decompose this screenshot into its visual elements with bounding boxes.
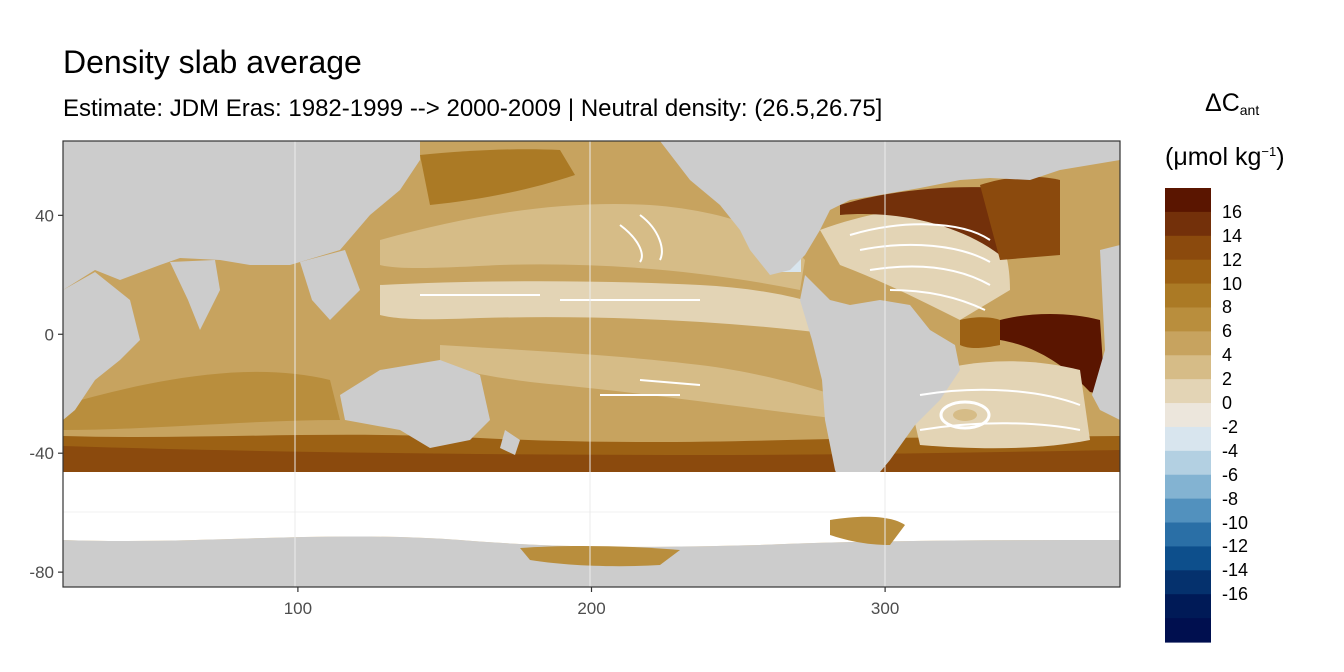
north-atlantic-high [980,176,1060,260]
legend-label: -2 [1222,416,1239,437]
legend-swatch [1165,283,1211,309]
legend-swatch [1165,450,1211,476]
legend-swatch [1165,546,1211,571]
legend-unit-suffix: ) [1276,143,1285,171]
chart-title: Density slab average [63,44,362,80]
legend-swatch [1165,618,1211,643]
legend-title: ΔCant [1205,88,1259,125]
legend-unit: (μmol kg−1) [1165,137,1285,172]
legend-swatch [1165,474,1211,500]
legend-swatch [1165,379,1211,404]
legend-unit-exp: −1 [1261,144,1277,159]
legend-colorbar [1165,188,1211,643]
legend-swatch [1165,403,1211,428]
legend-swatch [1165,259,1211,285]
indian-ocean-band [63,371,340,430]
y-tick-label: 0 [45,325,54,344]
north-atlantic-light [820,205,1010,320]
land [63,141,1120,587]
legend-label: 10 [1222,273,1243,294]
legend-swatch [1165,235,1211,261]
legend-title-sub: ant [1239,102,1260,118]
legend-label: -16 [1222,584,1249,605]
ross-shelf [520,545,680,567]
weddell-shelf [830,516,905,545]
south-atlantic-swirl-inner [953,409,977,421]
legend-swatch [1165,211,1211,237]
legend-label: 8 [1222,297,1233,318]
north-pacific-dark [420,149,575,205]
chart-subtitle: Estimate: JDM Eras: 1982-1999 --> 2000-2… [63,95,883,122]
south-pacific-light [440,345,850,420]
legend-swatch [1165,570,1211,595]
legend-label: 0 [1222,393,1233,414]
legend-swatch [1165,594,1211,619]
y-tick-label: 40 [35,206,54,225]
legend-swatch [1165,426,1211,452]
south-atlantic-swirl [939,400,991,430]
legend-label: -10 [1222,512,1249,533]
no-data-south [63,472,1120,547]
legend-label: 16 [1222,201,1243,222]
y-tick-label: -40 [29,444,54,463]
north-pacific-light [380,204,805,290]
legend-label: -4 [1222,440,1239,461]
legend-swatch [1165,307,1211,332]
legend-label: 14 [1222,225,1243,246]
legend-label: -8 [1222,488,1239,509]
legend-label: 6 [1222,321,1233,342]
legend-swatch [1165,498,1211,524]
x-tick-label: 300 [871,599,899,618]
legend-title-main: ΔC [1205,89,1240,117]
legend-label: 4 [1222,345,1233,366]
legend-label: -14 [1222,560,1249,581]
legend-label: 12 [1222,249,1243,270]
tropical-atlantic-ring [960,317,1000,349]
legend-swatch [1165,188,1211,213]
legend-label: -6 [1222,464,1239,485]
no-data-strips [420,214,1081,431]
legend-unit-prefix: (μmol kg [1165,143,1262,171]
legend-swatch [1165,331,1211,356]
legend-swatch [1165,522,1211,548]
x-tick-label: 100 [284,599,312,618]
legend-label: -12 [1222,536,1249,557]
grid-lines [63,141,1120,587]
legend-label: 2 [1222,369,1233,390]
x-tick-label: 200 [577,599,605,618]
y-tick-label: -80 [29,563,54,582]
legend-swatch [1165,355,1211,380]
